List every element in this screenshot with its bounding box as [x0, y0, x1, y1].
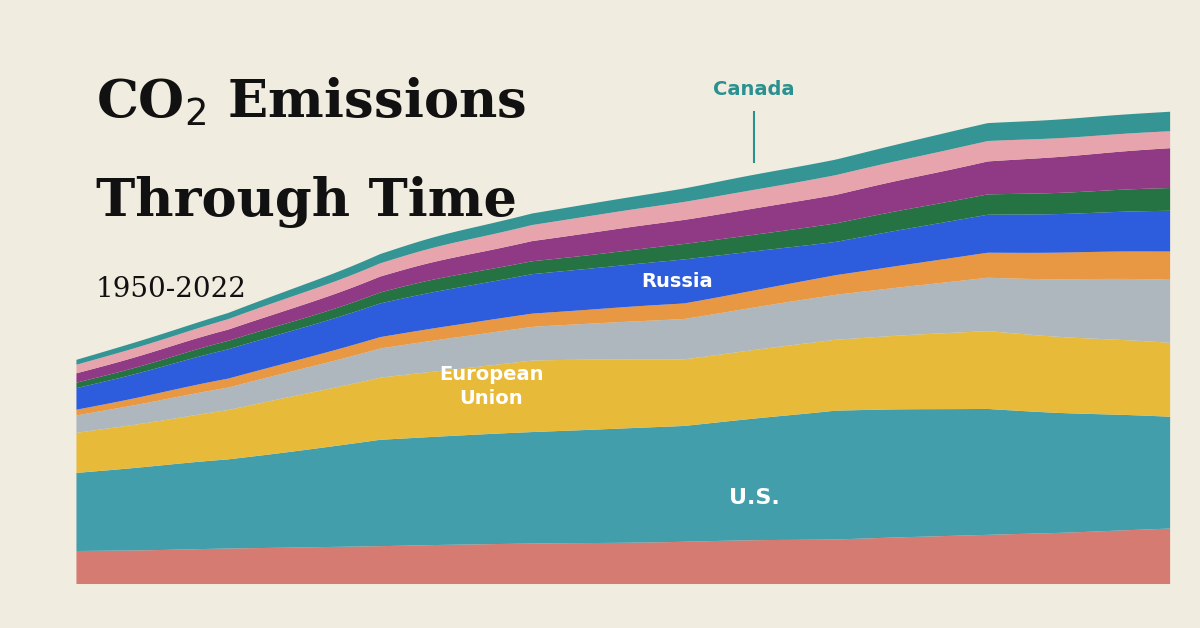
Text: Through Time: Through Time [96, 176, 517, 228]
Text: U.S.: U.S. [728, 488, 780, 508]
Text: CO$_2$ Emissions: CO$_2$ Emissions [96, 75, 527, 128]
Text: Russia: Russia [642, 272, 713, 291]
Text: 1950-2022: 1950-2022 [96, 276, 247, 303]
Text: Canada: Canada [713, 80, 794, 99]
Text: European
Union: European Union [439, 365, 544, 408]
